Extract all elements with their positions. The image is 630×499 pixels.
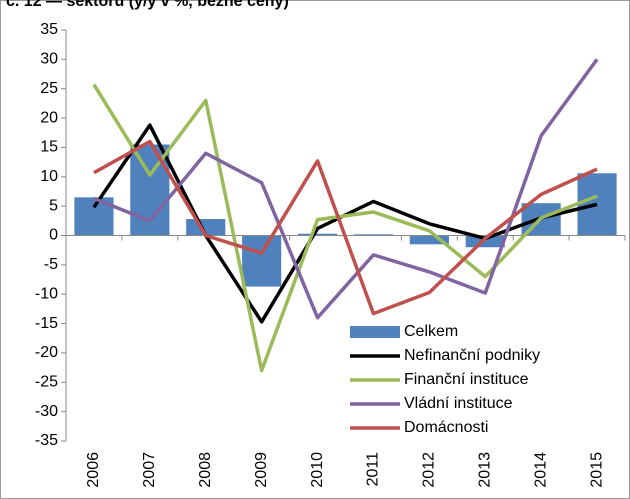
y-tick-label: -30: [35, 403, 58, 420]
y-tick-label: 35: [40, 21, 58, 38]
legend-label: Celkem: [404, 323, 458, 340]
line-series: [93, 139, 598, 316]
bar: [242, 235, 282, 287]
legend-label: Vládní instituce: [404, 395, 513, 412]
bar: [186, 219, 226, 236]
bar: [353, 234, 394, 236]
legend-label: Nefinanční podniky: [404, 347, 540, 364]
x-tick-label: 2011: [365, 452, 382, 487]
y-tick-label: -25: [35, 374, 58, 391]
x-tick-label: 2012: [421, 452, 438, 488]
x-tick-label: 2015: [588, 452, 605, 488]
y-tick-label: -5: [44, 256, 58, 273]
chart-title: č. 12 — sektoru (y/y v %, běžné ceny): [6, 0, 289, 10]
bar: [465, 235, 505, 248]
y-tick-label: 25: [40, 80, 58, 97]
x-tick-label: 2008: [197, 452, 214, 488]
x-tick-label: 2013: [476, 452, 493, 488]
y-tick-label: 5: [49, 197, 58, 214]
legend-swatch: [350, 326, 400, 338]
y-tick-label: 20: [40, 109, 58, 126]
x-tick-label: 2007: [141, 452, 158, 488]
x-tick-label: 2009: [253, 452, 270, 488]
y-tick-label: -20: [35, 344, 58, 361]
line-series: [92, 83, 598, 373]
bar: [297, 233, 338, 236]
legend-label: Domácnosti: [404, 419, 488, 436]
y-tick-label: 15: [40, 139, 58, 156]
bar: [409, 235, 449, 245]
legend-label: Finanční instituce: [404, 371, 529, 388]
y-tick-label: -10: [35, 285, 58, 302]
y-tick-label: 10: [40, 168, 58, 185]
x-tick-label: 2006: [85, 452, 102, 488]
x-tick-label: 2010: [309, 452, 326, 488]
y-tick-label: -15: [35, 315, 58, 332]
y-tick-label: 0: [49, 227, 58, 244]
y-tick-label: -35: [35, 432, 58, 449]
y-tick-label: 30: [40, 51, 58, 68]
x-tick-label: 2014: [532, 452, 549, 488]
